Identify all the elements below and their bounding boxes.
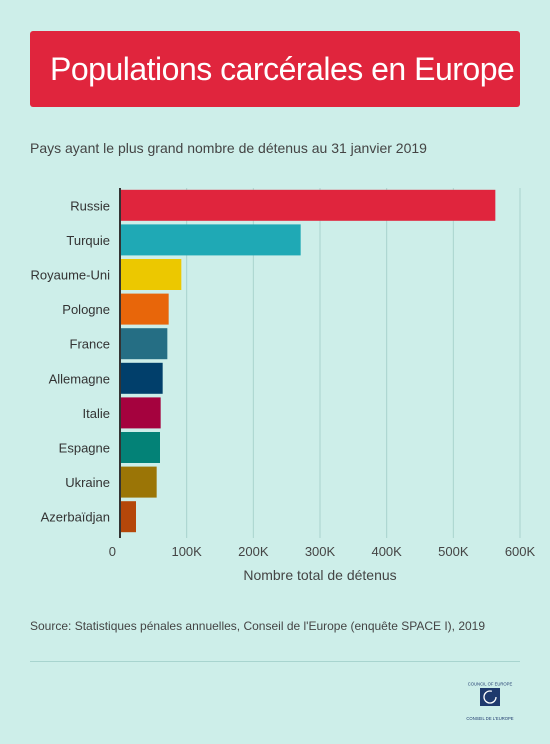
- bar: [120, 397, 161, 429]
- divider: [30, 661, 520, 662]
- category-label: Allemagne: [49, 371, 110, 386]
- council-of-europe-logo: COUNCIL OF EUROPE CONSEIL DE L'EUROPE: [466, 682, 513, 722]
- category-label: Royaume-Uni: [31, 268, 111, 283]
- source-note: Source: Statistiques pénales annuelles, …: [30, 619, 486, 633]
- category-label: Pologne: [62, 302, 110, 317]
- bar-chart: 0 100K 200K 300K 400K 500K 600K Russie Turquie Ro…: [31, 188, 536, 559]
- x-axis-label: Nombre total de détenus: [243, 567, 397, 583]
- bar: [120, 432, 160, 463]
- category-label: Azerbaïdjan: [41, 510, 110, 525]
- bar: [120, 224, 301, 256]
- category-label: Russie: [70, 198, 110, 213]
- bar: [120, 466, 157, 498]
- category-label: France: [70, 337, 110, 352]
- category-label: Ukraine: [65, 475, 110, 490]
- title-banner: Populations carcérales en Europe: [30, 31, 520, 107]
- page-title: Populations carcérales en Europe: [50, 51, 515, 87]
- x-tick-label: 600K: [505, 544, 536, 559]
- logo-bottom-text: CONSEIL DE L'EUROPE: [466, 716, 513, 721]
- bar: [120, 259, 182, 290]
- category-label: Turquie: [66, 233, 110, 248]
- logo-circle-icon: [483, 690, 497, 704]
- bar: [120, 293, 169, 325]
- x-tick-label: 400K: [371, 544, 402, 559]
- bar: [120, 328, 168, 360]
- bar: [120, 362, 163, 394]
- chart-subtitle: Pays ayant le plus grand nombre de déten…: [30, 140, 427, 156]
- x-tick-label: 500K: [438, 544, 469, 559]
- x-tick-label: 200K: [238, 544, 269, 559]
- category-label: Italie: [83, 406, 110, 421]
- x-tick-label: 0: [109, 544, 116, 559]
- category-label: Espagne: [59, 441, 110, 456]
- x-tick-label: 300K: [305, 544, 336, 559]
- bar: [120, 501, 136, 533]
- logo-flag: [480, 688, 500, 706]
- bar: [120, 189, 496, 221]
- logo-top-text: COUNCIL OF EUROPE: [468, 682, 513, 687]
- x-tick-label: 100K: [171, 544, 202, 559]
